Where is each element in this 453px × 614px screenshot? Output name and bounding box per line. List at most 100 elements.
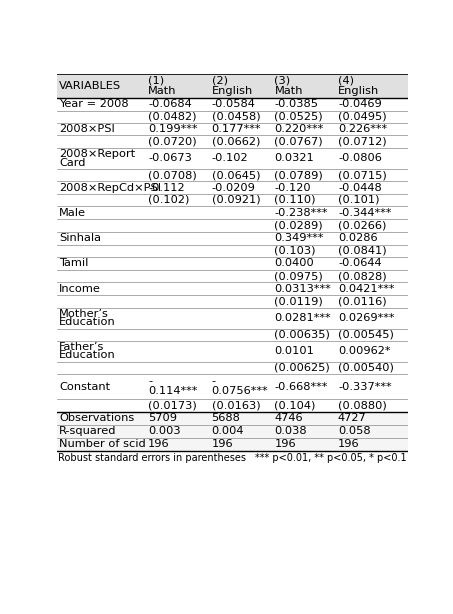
Text: 0.0313***: 0.0313*** (275, 284, 331, 294)
Text: Father’s: Father’s (59, 342, 104, 352)
Text: 0.00962*: 0.00962* (338, 346, 390, 356)
Text: (0.0828): (0.0828) (338, 271, 386, 281)
Text: (0.0789): (0.0789) (275, 170, 323, 181)
Text: 0.0421***: 0.0421*** (338, 284, 395, 294)
Text: (0.00540): (0.00540) (338, 363, 394, 373)
Text: (0.0266): (0.0266) (338, 220, 386, 230)
Text: -0.668***: -0.668*** (275, 382, 328, 392)
Bar (57, 362, 408, 374)
Text: (0.101): (0.101) (338, 195, 380, 205)
Text: Male: Male (59, 208, 86, 218)
Text: 0.0101: 0.0101 (275, 346, 314, 356)
Bar (57, 123, 408, 135)
Text: (0.0921): (0.0921) (212, 195, 260, 205)
Text: (0.110): (0.110) (275, 195, 316, 205)
Text: -: - (148, 376, 152, 386)
Text: 5688: 5688 (212, 413, 241, 423)
Text: 0.177***: 0.177*** (212, 124, 261, 134)
Text: Mother’s: Mother’s (59, 309, 109, 319)
Text: (2): (2) (212, 76, 227, 85)
Bar (57, 74, 408, 98)
Bar (57, 438, 408, 451)
Text: 4746: 4746 (275, 413, 303, 423)
Text: -0.0644: -0.0644 (338, 258, 381, 268)
Text: 0.0756***: 0.0756*** (212, 386, 268, 396)
Bar (57, 399, 408, 412)
Text: (0.0525): (0.0525) (275, 112, 323, 122)
Text: Education: Education (59, 317, 116, 327)
Text: -0.0385: -0.0385 (275, 99, 318, 109)
Bar (57, 147, 408, 169)
Bar (57, 270, 408, 282)
Bar (57, 412, 408, 425)
Text: -: - (212, 376, 216, 386)
Text: (1): (1) (148, 76, 164, 85)
Text: (4): (4) (338, 76, 354, 85)
Text: (0.0495): (0.0495) (338, 112, 386, 122)
Text: 0.0321: 0.0321 (275, 154, 314, 163)
Text: -0.0448: -0.0448 (338, 182, 382, 193)
Text: Observations: Observations (59, 413, 134, 423)
Text: (0.103): (0.103) (275, 246, 316, 256)
Text: English: English (212, 87, 253, 96)
Text: 0.0269***: 0.0269*** (338, 313, 395, 323)
Text: 0.220***: 0.220*** (275, 124, 323, 134)
Text: (0.0720): (0.0720) (148, 136, 197, 147)
Text: (0.0289): (0.0289) (275, 220, 323, 230)
Text: (0.0458): (0.0458) (212, 112, 260, 122)
Text: -0.112: -0.112 (148, 182, 185, 193)
Text: 196: 196 (148, 440, 170, 449)
Text: (0.0662): (0.0662) (212, 136, 260, 147)
Text: 5709: 5709 (148, 413, 177, 423)
Text: (0.0767): (0.0767) (275, 136, 323, 147)
Text: Math: Math (275, 87, 303, 96)
Bar (57, 111, 408, 123)
Text: (0.0119): (0.0119) (275, 297, 323, 306)
Text: (0.00545): (0.00545) (338, 330, 394, 340)
Text: -0.238***: -0.238*** (275, 208, 328, 218)
Text: (0.00635): (0.00635) (275, 330, 330, 340)
Text: 2008×Report: 2008×Report (59, 149, 135, 159)
Bar (57, 425, 408, 438)
Bar (57, 98, 408, 111)
Text: -0.0584: -0.0584 (212, 99, 255, 109)
Bar (57, 341, 408, 362)
Text: -0.0673: -0.0673 (148, 154, 192, 163)
Bar (57, 206, 408, 219)
Text: 0.0400: 0.0400 (275, 258, 314, 268)
Text: Robust standard errors in parentheses: Robust standard errors in parentheses (58, 453, 246, 463)
Text: 0.058: 0.058 (338, 426, 371, 437)
Text: Income: Income (59, 284, 101, 294)
Text: English: English (338, 87, 379, 96)
Bar (57, 169, 408, 182)
Text: 196: 196 (338, 440, 360, 449)
Bar (57, 295, 408, 308)
Text: 2008×RepCd×PSI: 2008×RepCd×PSI (59, 182, 161, 193)
Text: 0.0286: 0.0286 (338, 233, 377, 243)
Text: -0.120: -0.120 (275, 182, 311, 193)
Bar (57, 308, 408, 328)
Text: Education: Education (59, 351, 116, 360)
Text: 0.003: 0.003 (148, 426, 181, 437)
Text: 0.038: 0.038 (275, 426, 307, 437)
Text: (0.0163): (0.0163) (212, 400, 260, 411)
Text: (0.0880): (0.0880) (338, 400, 387, 411)
Bar (57, 231, 408, 244)
Text: Tamil: Tamil (59, 258, 88, 268)
Bar (57, 282, 408, 295)
Text: 0.199***: 0.199*** (148, 124, 198, 134)
Text: (0.0715): (0.0715) (338, 170, 387, 181)
Text: (0.0482): (0.0482) (148, 112, 197, 122)
Bar (57, 257, 408, 270)
Bar (57, 219, 408, 231)
Bar (57, 328, 408, 341)
Text: VARIABLES: VARIABLES (59, 82, 121, 91)
Bar (57, 135, 408, 147)
Bar (57, 194, 408, 206)
Text: (0.0645): (0.0645) (212, 170, 260, 181)
Text: (0.0708): (0.0708) (148, 170, 197, 181)
Text: Number of scid: Number of scid (59, 440, 146, 449)
Text: -0.337***: -0.337*** (338, 382, 391, 392)
Text: 196: 196 (275, 440, 296, 449)
Text: 4727: 4727 (338, 413, 366, 423)
